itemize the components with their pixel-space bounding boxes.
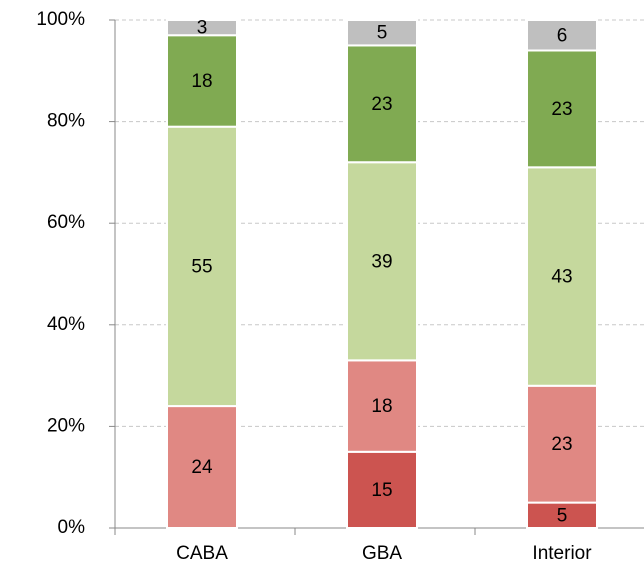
data-label: 15 — [371, 480, 392, 501]
data-label: 39 — [371, 251, 392, 272]
y-tick-label: 40% — [47, 314, 85, 335]
bar-segment — [526, 49, 598, 169]
data-label: 18 — [191, 71, 212, 92]
data-label: 55 — [191, 256, 212, 277]
data-label: 24 — [191, 457, 213, 478]
bar-segment — [346, 359, 418, 453]
bar-segment — [346, 450, 418, 529]
data-label: 5 — [377, 23, 388, 44]
data-label: 5 — [557, 505, 568, 526]
data-label: 23 — [551, 434, 572, 455]
bar-segment — [166, 34, 238, 128]
bar-segment — [166, 19, 238, 37]
x-tick-label: Interior — [532, 543, 592, 564]
data-label: 43 — [551, 267, 572, 288]
data-label: 18 — [371, 396, 392, 417]
x-tick-label: CABA — [176, 543, 228, 564]
y-tick-label: 80% — [47, 111, 85, 132]
y-tick-label: 0% — [58, 517, 86, 538]
y-tick-label: 100% — [36, 9, 85, 30]
bar-segment — [526, 19, 598, 52]
y-tick-label: 60% — [47, 212, 85, 233]
data-label: 23 — [371, 94, 392, 115]
bar-segment — [346, 161, 418, 362]
bar-segment — [526, 166, 598, 387]
data-label: 23 — [551, 99, 572, 120]
x-tick-label: GBA — [362, 543, 402, 564]
data-label: 6 — [557, 25, 568, 46]
bar-segment — [166, 125, 238, 408]
bar-segment — [346, 44, 418, 164]
y-tick-label: 20% — [47, 415, 85, 436]
bar-segment — [346, 19, 418, 47]
data-label: 3 — [197, 18, 208, 39]
bar-segment — [526, 501, 598, 530]
bar-segment — [526, 384, 598, 504]
